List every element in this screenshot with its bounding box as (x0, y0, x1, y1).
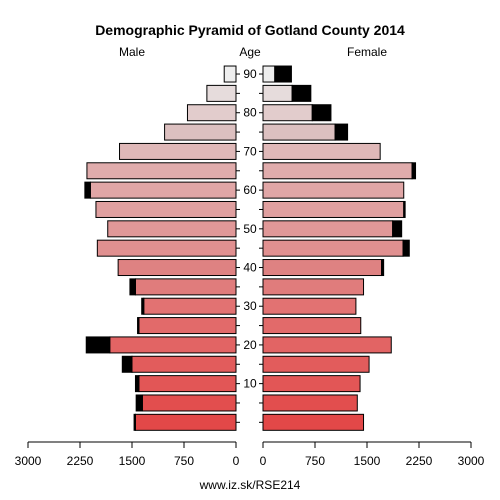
x-tick-label-female: 1500 (354, 454, 381, 468)
male-bar-50-54 (107, 220, 237, 238)
female-surplus-50-54 (392, 220, 403, 238)
x-axis-male: 3000 2250 1500 750 0 (15, 441, 240, 468)
male-bars (84, 65, 237, 431)
male-header: Male (119, 45, 145, 59)
male-bar-5-9 (141, 394, 237, 412)
male-surplus-0-4 (133, 413, 136, 431)
age-tick-label: 70 (243, 144, 257, 158)
female-surplus-90+ (274, 65, 292, 83)
male-bar-90+ (223, 65, 237, 83)
female-bar-75-79 (262, 123, 336, 141)
female-bar-20-24 (262, 336, 392, 354)
x-tick-label-female: 2250 (406, 454, 433, 468)
female-bar-85-89 (262, 84, 293, 102)
male-bar-60-64 (89, 181, 237, 199)
chart-title: Demographic Pyramid of Gotland County 20… (95, 22, 405, 38)
male-bar-65-69 (86, 162, 237, 180)
female-surplus-55-59 (403, 200, 406, 218)
male-surplus-25-29 (137, 317, 140, 335)
female-surplus-80-84 (311, 104, 332, 122)
female-bar-10-14 (262, 375, 361, 393)
male-surplus-15-19 (121, 355, 133, 373)
male-bar-45-49 (96, 239, 237, 257)
male-bar-10-14 (138, 375, 237, 393)
female-surplus-45-49 (402, 239, 410, 257)
male-bar-80-84 (186, 104, 237, 122)
x-axis-female: 0 750 1500 2250 3000 (260, 441, 485, 468)
male-bar-15-19 (131, 355, 237, 373)
female-bar-55-59 (262, 200, 405, 218)
female-bar-70-74 (262, 142, 381, 160)
male-surplus-5-9 (135, 394, 143, 412)
male-bar-85-89 (206, 84, 237, 102)
x-tick-label-male: 0 (233, 454, 240, 468)
age-axis: 10 20 30 40 50 60 70 80 90 (236, 67, 263, 423)
age-tick-label: 30 (243, 299, 257, 313)
female-surplus-75-79 (334, 123, 349, 141)
male-bar-30-34 (143, 297, 237, 315)
age-tick-label: 80 (243, 106, 257, 120)
x-tick-label-male: 750 (174, 454, 194, 468)
female-bar-50-54 (262, 220, 394, 238)
female-surplus-85-89 (291, 84, 312, 102)
male-surplus-35-39 (129, 278, 136, 296)
female-bar-5-9 (262, 394, 358, 412)
male-bar-20-24 (109, 336, 237, 354)
male-bar-70-74 (119, 142, 237, 160)
female-surplus-65-69 (411, 162, 417, 180)
female-bar-65-69 (262, 162, 413, 180)
male-surplus-20-24 (85, 336, 111, 354)
age-tick-label: 40 (243, 261, 257, 275)
age-header: Age (239, 45, 261, 59)
female-bar-15-19 (262, 355, 370, 373)
age-tick-label: 20 (243, 338, 257, 352)
female-surplus-40-44 (381, 259, 385, 277)
age-tick-label: 50 (243, 222, 257, 236)
female-bar-35-39 (262, 278, 365, 296)
x-tick-label-female: 3000 (458, 454, 485, 468)
age-tick-label: 60 (243, 183, 257, 197)
x-tick-label-male: 3000 (15, 454, 42, 468)
age-tick-label: 90 (243, 67, 257, 81)
male-bar-25-29 (138, 317, 237, 335)
male-bar-35-39 (134, 278, 237, 296)
male-bar-40-44 (117, 259, 237, 277)
female-bar-25-29 (262, 317, 362, 335)
female-bar-0-4 (262, 413, 365, 431)
female-bar-30-34 (262, 297, 357, 315)
female-header: Female (347, 45, 387, 59)
male-bar-55-59 (95, 200, 237, 218)
male-surplus-60-64 (84, 181, 91, 199)
x-tick-label-male: 2250 (67, 454, 94, 468)
female-bar-40-44 (262, 259, 383, 277)
female-bar-90+ (262, 65, 276, 83)
female-bar-80-84 (262, 104, 313, 122)
male-surplus-30-34 (141, 297, 145, 315)
source-footer: www.iz.sk/RSE214 (199, 478, 301, 492)
male-bar-75-79 (164, 123, 237, 141)
female-bars (262, 65, 417, 431)
age-tick-label: 10 (243, 377, 257, 391)
x-tick-label-female: 750 (305, 454, 325, 468)
male-surplus-10-14 (134, 375, 140, 393)
x-tick-label-female: 0 (260, 454, 267, 468)
female-bar-45-49 (262, 239, 404, 257)
female-bar-60-64 (262, 181, 405, 199)
male-bar-0-4 (134, 413, 237, 431)
x-tick-label-male: 1500 (119, 454, 146, 468)
